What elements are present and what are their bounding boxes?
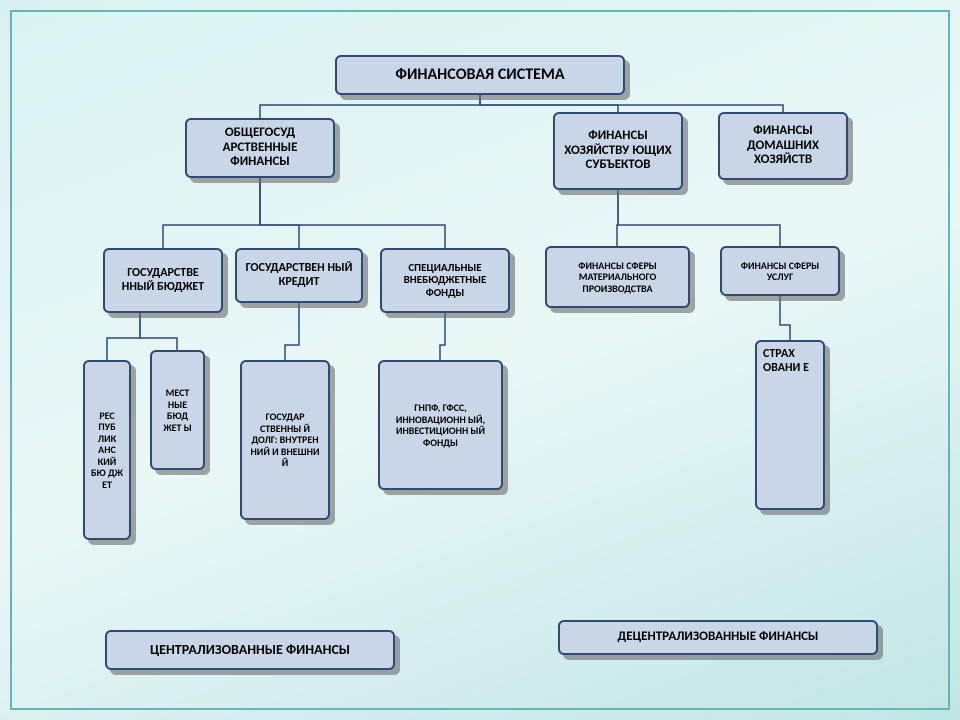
node-l2b: ГОСУДАРСТВЕН НЫЙ КРЕДИТ [235, 248, 363, 303]
node-l1a: ОБЩЕГОСУД АРСТВЕННЫЕ ФИНАНСЫ [185, 118, 335, 178]
node-l3a: РЕС ПУБ ЛИК АНС КИЙ БЮ ДЖ ЕТ [83, 360, 131, 540]
node-root: ФИНАНСОВАЯ СИСТЕМА [335, 55, 625, 95]
node-cat1: ЦЕНТРАЛИЗОВАННЫЕ ФИНАНСЫ [105, 630, 395, 670]
diagram-canvas: ФИНАНСОВАЯ СИСТЕМАОБЩЕГОСУД АРСТВЕННЫЕ Ф… [0, 0, 960, 720]
node-l3c: ГОСУДАР СТВЕННЫ Й ДОЛГ: ВНУТРЕН НИЙ И ВН… [240, 360, 330, 520]
node-l2a: ГОСУДАРСТВЕ ННЫЙ БЮДЖЕТ [103, 248, 223, 313]
node-l2d: ФИНАНСЫ СФЕРЫ МАТЕРИАЛЬНОГО ПРОИЗВОДСТВА [545, 246, 690, 308]
node-l3d: ГНПФ, ГФСС, ИННОВАЦИОНН ЫЙ, ИНВЕСТИЦИОНН… [378, 360, 503, 490]
node-cat2: ДЕЦЕНТРАЛИЗОВАННЫЕ ФИНАНСЫ [558, 620, 878, 655]
node-l1b: ФИНАНСЫ ХОЗЯЙСТВУ ЮЩИХ СУБЪЕКТОВ [553, 112, 683, 190]
node-l2c: СПЕЦИАЛЬНЫЕ ВНЕБЮДЖЕТНЫЕ ФОНДЫ [380, 248, 510, 313]
node-l3b: МЕСТ НЫЕ БЮД ЖЕТ Ы [150, 350, 205, 470]
node-l1c: ФИНАНСЫ ДОМАШНИХ ХОЗЯЙСТВ [718, 112, 848, 180]
node-l3e: СТРАХ ОВАНИ Е [755, 340, 825, 510]
node-l2e: ФИНАНСЫ СФЕРЫ УСЛУГ [720, 246, 840, 296]
